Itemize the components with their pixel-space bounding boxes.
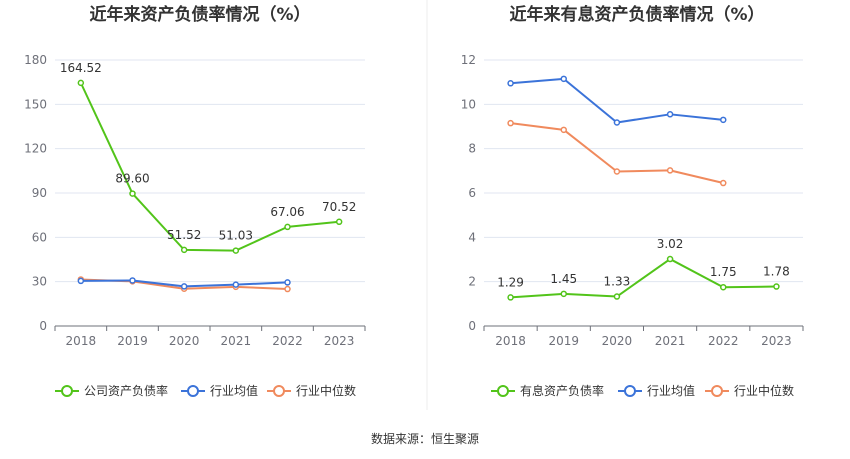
x-tick-label: 2022: [272, 334, 303, 348]
x-tick-label: 2021: [221, 334, 252, 348]
data-point: [560, 75, 567, 83]
data-point: [232, 281, 240, 288]
data-label: 164.52: [60, 61, 102, 75]
data-point: [335, 218, 343, 226]
legend-marker-icon: [497, 385, 509, 397]
data-label: 89.60: [115, 172, 149, 186]
y-tick-label: 8: [468, 142, 476, 156]
data-point: [77, 79, 85, 87]
y-tick-label: 180: [24, 53, 47, 67]
series-line: [510, 77, 724, 124]
data-point: [507, 119, 514, 127]
data-label: 67.06: [270, 205, 304, 219]
x-tick-label: 2019: [548, 334, 579, 348]
y-tick-label: 4: [468, 230, 476, 244]
data-point: [77, 277, 85, 285]
data-point: [666, 255, 674, 263]
data-point: [666, 111, 674, 118]
data-point: [720, 179, 727, 187]
x-tick-label: 2023: [761, 334, 792, 348]
data-point: [720, 283, 727, 291]
y-tick-label: 6: [468, 186, 476, 200]
series-line: [79, 82, 340, 252]
data-point: [129, 277, 136, 284]
data-point: [613, 293, 621, 300]
data-point: [720, 116, 727, 124]
legend-marker-icon: [273, 385, 285, 397]
data-point: [232, 247, 240, 254]
x-tick-label: 2020: [169, 334, 200, 348]
data-point: [284, 279, 291, 286]
data-point: [284, 223, 291, 231]
data-point: [666, 167, 674, 174]
legend-marker-icon: [187, 385, 199, 397]
legend-label: 行业中位数: [296, 383, 356, 398]
y-tick-label: 90: [32, 186, 47, 200]
x-tick-label: 2020: [602, 334, 633, 348]
data-label: 1.75: [710, 265, 737, 279]
legend-marker-icon: [711, 385, 723, 397]
data-point: [560, 126, 567, 134]
x-tick-label: 2019: [117, 334, 148, 348]
data-label: 51.03: [219, 229, 253, 243]
data-point: [180, 283, 188, 290]
series-line: [510, 258, 777, 299]
legend-label: 行业均值: [647, 383, 695, 398]
data-point: [129, 190, 136, 197]
legend-item[interactable]: 行业中位数: [267, 383, 356, 398]
y-tick-label: 30: [32, 275, 47, 289]
y-tick-label: 0: [39, 319, 47, 333]
x-tick-label: 2018: [66, 334, 97, 348]
y-tick-label: 0: [468, 319, 476, 333]
data-point: [560, 290, 567, 298]
data-point: [773, 283, 780, 290]
legend-item[interactable]: 行业均值: [618, 383, 695, 398]
data-point: [613, 119, 621, 126]
chart-title: 近年来有息资产负债率情况（%）: [509, 4, 764, 25]
data-label: 1.78: [763, 265, 790, 279]
x-tick-label: 2023: [324, 334, 355, 348]
legend-item[interactable]: 公司资产负债率: [55, 383, 168, 398]
data-label: 70.52: [322, 200, 356, 214]
y-tick-label: 150: [24, 97, 47, 111]
data-point: [180, 246, 188, 254]
data-point: [507, 80, 514, 87]
legend-item[interactable]: 有息资产负债率: [491, 383, 604, 398]
y-tick-label: 10: [461, 97, 476, 111]
debt-ratio-chart: 近年来资产负债率情况（%） 0 30 60 90 120 150 180 2018 2019 202…: [24, 4, 366, 398]
x-tick-label: 2021: [655, 334, 686, 348]
x-tick-label: 2018: [495, 334, 526, 348]
legend-marker-icon: [61, 385, 73, 397]
legend-label: 有息资产负债率: [520, 383, 604, 398]
data-label: 51.52: [167, 228, 201, 242]
chart-title: 近年来资产负债率情况（%）: [89, 4, 310, 25]
legend-item[interactable]: 行业均值: [181, 383, 258, 398]
source-note: 数据来源：恒生聚源: [371, 431, 479, 446]
legend-marker-icon: [624, 385, 636, 397]
legend-item[interactable]: 行业中位数: [705, 383, 794, 398]
y-tick-label: 60: [32, 230, 47, 244]
data-label: 3.02: [657, 237, 684, 251]
legend-label: 行业中位数: [734, 383, 794, 398]
legend-label: 行业均值: [210, 383, 258, 398]
y-tick-label: 12: [461, 53, 476, 67]
y-tick-label: 2: [468, 275, 476, 289]
data-label: 1.29: [497, 275, 524, 289]
data-point: [613, 168, 621, 175]
legend-label: 公司资产负债率: [84, 383, 168, 398]
y-tick-label: 120: [24, 142, 47, 156]
data-label: 1.45: [550, 272, 577, 286]
interest-debt-ratio-chart: 近年来有息资产负债率情况（%） 0 2 4 6 8 10 12 2018 2019 2020 2021…: [461, 4, 804, 398]
data-point: [284, 285, 291, 293]
data-point: [507, 294, 514, 301]
data-label: 1.33: [604, 275, 631, 289]
x-tick-label: 2022: [708, 334, 739, 348]
